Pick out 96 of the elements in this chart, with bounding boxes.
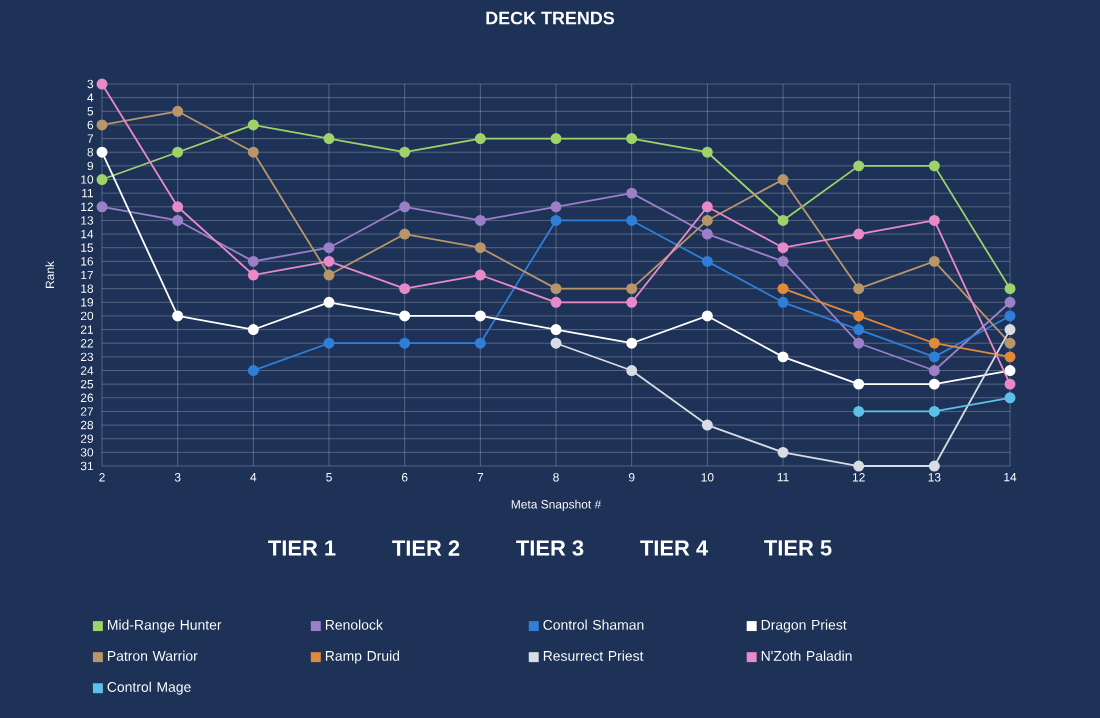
point — [172, 214, 184, 226]
point — [853, 337, 865, 349]
point — [777, 351, 789, 363]
point — [928, 160, 940, 172]
point — [474, 242, 486, 254]
point — [323, 242, 335, 254]
point — [928, 460, 940, 472]
point — [928, 255, 940, 267]
point — [928, 351, 940, 363]
point — [172, 310, 184, 322]
point — [172, 105, 184, 117]
point — [247, 324, 259, 336]
point — [928, 365, 940, 376]
point — [853, 283, 865, 295]
point — [474, 337, 486, 349]
point — [928, 214, 940, 226]
text: TIER 1 — [268, 540, 336, 556]
point — [172, 201, 184, 213]
point — [247, 255, 259, 267]
point — [701, 214, 713, 226]
point — [323, 296, 335, 308]
point — [399, 146, 411, 158]
point — [474, 269, 486, 281]
point — [1004, 324, 1016, 336]
point — [474, 214, 486, 226]
point — [247, 269, 259, 281]
text: TIER 5 — [764, 540, 832, 556]
point — [96, 146, 108, 158]
point — [550, 201, 562, 213]
point — [323, 337, 335, 349]
point — [1004, 283, 1016, 295]
point — [777, 296, 789, 308]
point — [550, 324, 562, 336]
point — [626, 283, 638, 295]
point — [1004, 310, 1016, 322]
point — [96, 119, 108, 131]
point — [928, 337, 940, 349]
point — [550, 214, 562, 226]
point — [626, 296, 638, 308]
point — [928, 378, 940, 390]
point — [777, 214, 789, 226]
point — [247, 119, 259, 131]
point — [701, 201, 713, 213]
point — [701, 146, 713, 158]
point — [1004, 337, 1016, 349]
point — [701, 255, 713, 267]
point — [550, 133, 562, 145]
point — [853, 228, 865, 240]
point — [626, 365, 638, 376]
point — [1004, 351, 1016, 363]
point — [701, 310, 713, 322]
point — [96, 78, 108, 90]
point — [323, 255, 335, 267]
point — [1004, 365, 1016, 376]
text: TIER 3 — [516, 540, 584, 556]
point — [1004, 296, 1016, 308]
point — [550, 296, 562, 308]
point — [626, 187, 638, 199]
point — [928, 405, 940, 417]
point — [474, 133, 486, 145]
point — [626, 133, 638, 145]
chart-title: DECK TRENDS — [486, 11, 615, 25]
point — [853, 378, 865, 390]
point — [853, 310, 865, 322]
point — [853, 405, 865, 417]
point — [550, 283, 562, 295]
point — [474, 310, 486, 322]
point — [777, 283, 789, 295]
point — [399, 337, 411, 349]
point — [853, 160, 865, 172]
point — [626, 337, 638, 349]
point — [777, 446, 789, 458]
text: TIER 4 — [640, 540, 708, 556]
text: TIER 2 — [392, 540, 460, 556]
point — [777, 174, 789, 185]
point — [399, 283, 411, 295]
point — [626, 214, 638, 226]
point — [399, 310, 411, 322]
point — [550, 337, 562, 349]
point — [853, 460, 865, 472]
point — [777, 255, 789, 267]
point — [701, 419, 713, 431]
point — [1004, 378, 1016, 390]
point — [853, 324, 865, 336]
point — [96, 201, 108, 213]
point — [247, 365, 259, 376]
point — [1004, 392, 1016, 404]
point — [399, 228, 411, 240]
point — [172, 146, 184, 158]
point — [247, 146, 259, 158]
point — [323, 133, 335, 145]
point — [701, 228, 713, 240]
point — [96, 174, 108, 185]
point — [323, 269, 335, 281]
point — [777, 242, 789, 254]
point — [399, 201, 411, 213]
